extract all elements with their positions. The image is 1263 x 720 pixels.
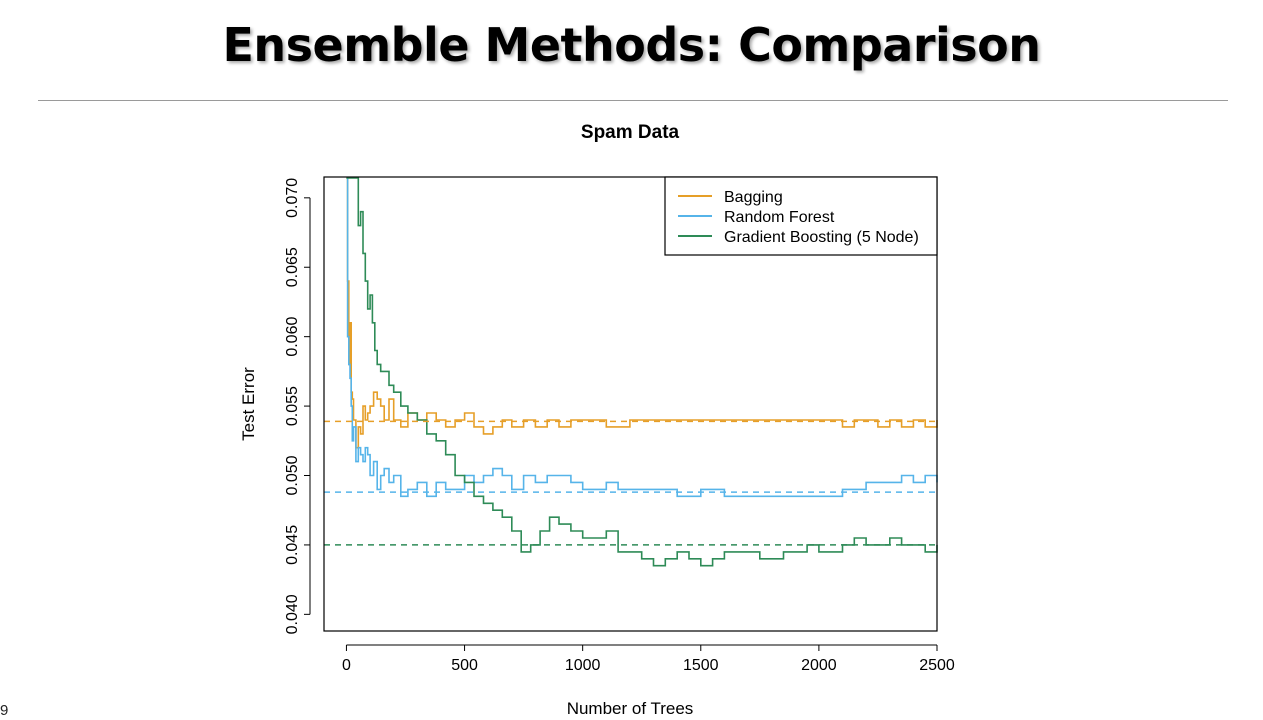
legend-label-random-forest: Random Forest xyxy=(724,209,835,226)
legend-label-bagging: Bagging xyxy=(724,189,783,206)
x-tick-label: 2000 xyxy=(801,657,837,674)
y-axis: 0.040 0.045 0.050 0.055 0.060 0.065 0.070 xyxy=(284,178,311,634)
x-tick-label: 500 xyxy=(451,657,478,674)
x-axis-label: Number of Trees xyxy=(567,699,694,718)
series-line-bagging xyxy=(346,177,938,449)
y-tick-label: 0.050 xyxy=(284,455,301,495)
x-tick-label: 2500 xyxy=(919,657,955,674)
title-divider xyxy=(38,100,1228,101)
x-tick-label: 1000 xyxy=(565,657,601,674)
legend: Bagging Random Forest Gradient Boosting … xyxy=(664,176,938,256)
plot-frame xyxy=(323,176,938,632)
x-tick-label: 1500 xyxy=(683,657,719,674)
y-tick-label: 0.065 xyxy=(284,247,301,287)
series-layer xyxy=(346,177,938,567)
y-tick-label: 0.070 xyxy=(284,178,301,218)
chart-title: Spam Data xyxy=(581,122,680,143)
x-axis: 0 500 1000 1500 2000 2500 xyxy=(342,644,955,674)
series-line-gradient-boosting-5-node xyxy=(346,177,938,567)
y-tick-label: 0.060 xyxy=(284,317,301,357)
x-tick-label: 0 xyxy=(342,657,351,674)
y-tick-label: 0.045 xyxy=(284,525,301,565)
legend-label-gradient-boosting: Gradient Boosting (5 Node) xyxy=(724,229,919,246)
baseline-layer xyxy=(324,420,937,546)
y-tick-label: 0.055 xyxy=(284,386,301,426)
y-tick-label: 0.040 xyxy=(284,594,301,634)
y-axis-label: Test Error xyxy=(239,367,258,441)
page-number: 9 xyxy=(0,702,9,719)
slide-title: Ensemble Methods: Comparison xyxy=(222,18,1041,72)
